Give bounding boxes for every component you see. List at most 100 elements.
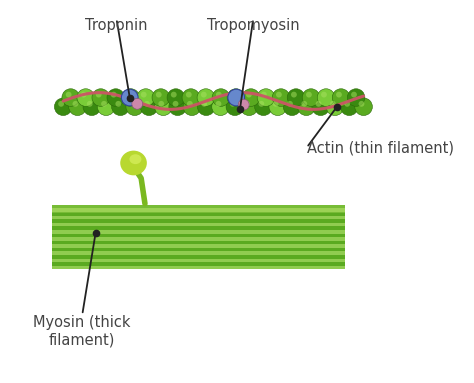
Circle shape (81, 92, 87, 98)
Bar (52, 205, 345, 270)
Circle shape (55, 98, 72, 116)
Circle shape (186, 92, 191, 98)
Circle shape (141, 92, 146, 98)
Circle shape (228, 89, 245, 106)
Bar (52, 212, 345, 216)
Circle shape (287, 101, 293, 107)
Circle shape (101, 101, 107, 107)
Circle shape (126, 98, 144, 116)
Circle shape (226, 98, 244, 116)
Circle shape (246, 92, 252, 98)
Text: Troponin: Troponin (85, 18, 148, 33)
Circle shape (336, 92, 342, 98)
Circle shape (321, 92, 327, 98)
Circle shape (187, 101, 193, 107)
Bar (52, 262, 345, 266)
Circle shape (276, 92, 282, 98)
Circle shape (92, 89, 109, 106)
Circle shape (317, 89, 335, 106)
Circle shape (156, 92, 162, 98)
Circle shape (212, 89, 230, 106)
Circle shape (330, 101, 336, 107)
Circle shape (144, 101, 150, 107)
Circle shape (351, 92, 357, 98)
Bar (52, 219, 345, 223)
Circle shape (137, 89, 155, 106)
Bar (52, 205, 345, 213)
Circle shape (121, 89, 138, 106)
Bar (52, 248, 345, 252)
Circle shape (77, 89, 94, 106)
Circle shape (301, 101, 307, 107)
Circle shape (227, 89, 245, 106)
Circle shape (302, 89, 320, 106)
Circle shape (212, 98, 229, 116)
Circle shape (216, 101, 221, 107)
Circle shape (132, 98, 143, 109)
Circle shape (140, 98, 158, 116)
Circle shape (130, 101, 136, 107)
Circle shape (198, 98, 215, 116)
Circle shape (201, 101, 207, 107)
Circle shape (112, 98, 129, 116)
Circle shape (272, 89, 290, 106)
Circle shape (115, 101, 121, 107)
Circle shape (169, 98, 186, 116)
Circle shape (347, 89, 365, 106)
Circle shape (183, 98, 201, 116)
Circle shape (255, 98, 272, 116)
Circle shape (197, 89, 215, 106)
Circle shape (122, 89, 139, 106)
Circle shape (66, 92, 72, 98)
Circle shape (316, 101, 321, 107)
Circle shape (238, 99, 249, 110)
Text: Actin (thin filament): Actin (thin filament) (307, 140, 454, 155)
Circle shape (358, 101, 365, 107)
Circle shape (155, 98, 172, 116)
Circle shape (107, 89, 125, 106)
Circle shape (173, 101, 179, 107)
Circle shape (332, 89, 350, 106)
Circle shape (344, 101, 350, 107)
Circle shape (171, 92, 177, 98)
Circle shape (283, 98, 301, 116)
Circle shape (355, 98, 373, 116)
Circle shape (240, 98, 258, 116)
Circle shape (230, 101, 236, 107)
Bar (52, 241, 345, 244)
Circle shape (287, 89, 305, 106)
Ellipse shape (129, 154, 141, 164)
Circle shape (231, 92, 237, 98)
Circle shape (83, 98, 100, 116)
Circle shape (201, 92, 207, 98)
Circle shape (111, 92, 117, 98)
Circle shape (58, 101, 64, 107)
Bar (52, 255, 345, 259)
Circle shape (97, 98, 115, 116)
Circle shape (69, 98, 86, 116)
Ellipse shape (120, 151, 147, 175)
Text: Myosin (thick
filament): Myosin (thick filament) (34, 315, 131, 347)
Circle shape (216, 92, 222, 98)
Circle shape (298, 98, 315, 116)
Circle shape (312, 98, 329, 116)
Circle shape (73, 101, 78, 107)
Circle shape (291, 92, 297, 98)
Circle shape (340, 98, 358, 116)
Bar (52, 205, 345, 208)
Circle shape (269, 98, 287, 116)
Circle shape (242, 89, 260, 106)
Circle shape (158, 101, 164, 107)
Circle shape (182, 89, 200, 106)
Circle shape (96, 92, 101, 98)
Circle shape (273, 101, 279, 107)
Circle shape (62, 89, 80, 106)
Circle shape (326, 98, 344, 116)
Bar (52, 226, 345, 230)
Circle shape (261, 92, 267, 98)
Circle shape (167, 89, 185, 106)
Circle shape (87, 101, 92, 107)
Circle shape (244, 101, 250, 107)
Circle shape (306, 92, 312, 98)
Bar (52, 234, 345, 237)
